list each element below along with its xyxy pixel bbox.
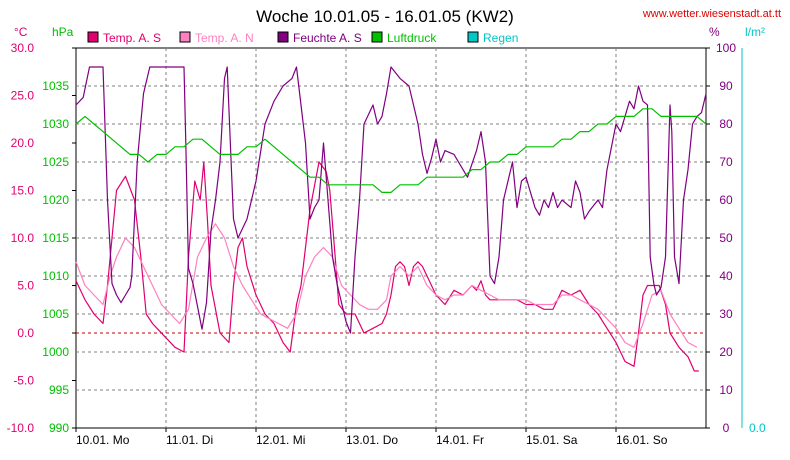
pressure-tick-label: 1005 [42, 307, 69, 321]
x-tick-label: 11.01. Di [166, 433, 213, 447]
legend-label: Luftdruck [387, 31, 437, 45]
legend-label: Temp. A. S [103, 31, 161, 45]
pressure-tick-label: 1000 [42, 345, 69, 359]
grid [76, 48, 706, 428]
humidity-tick-label: 30 [719, 307, 733, 321]
x-tick-label: 13.01. Do [346, 433, 398, 447]
series-line-temp-a-n [75, 223, 698, 348]
x-tick-label: 15.01. Sa [526, 433, 578, 447]
legend-label: Regen [483, 31, 518, 45]
temp-tick-label: -10.0 [7, 421, 35, 435]
pressure-tick-label: 1015 [42, 231, 69, 245]
temp-tick-label: 25.0 [11, 89, 35, 103]
pressure-tick-label: 1020 [42, 193, 69, 207]
humidity-unit-label: % [709, 25, 720, 39]
humidity-tick-label: 90 [719, 79, 733, 93]
pressure-tick-label: 1035 [42, 79, 69, 93]
x-tick-label: 12.01. Mi [256, 433, 305, 447]
legend-swatch [371, 31, 383, 43]
temp-tick-label: 20.0 [11, 136, 35, 150]
temp-tick-label: 30.0 [11, 41, 35, 55]
pressure-tick-label: 990 [49, 421, 69, 435]
rain-tick-label: 0.0 [749, 421, 766, 435]
legend-swatch [87, 31, 99, 43]
pressure-tick-label: 1025 [42, 155, 69, 169]
axis-units: °C hPa% l/m² [14, 25, 765, 39]
humidity-tick-label: 0 [723, 421, 730, 435]
legend: Temp. A. S Temp. A. N Feuchte A. S Luftdruc… [87, 31, 518, 45]
x-tick-label: 10.01. Mo [76, 433, 130, 447]
legend-swatch [277, 31, 289, 43]
temp-unit-label: °C [14, 25, 28, 39]
series-line-temp-a-s [75, 161, 699, 372]
chart-title: Woche 10.01.05 - 16.01.05 (KW2) [256, 7, 514, 26]
x-tick-label: 14.01. Fr [436, 433, 484, 447]
temp-tick-label: -5.0 [13, 374, 34, 388]
series-line-feuchte-a-s [75, 66, 707, 334]
temp-tick-label: 15.0 [11, 184, 35, 198]
humidity-tick-label: 10 [719, 383, 733, 397]
pressure-unit-label: hPa [52, 25, 74, 39]
rain-unit-label: l/m² [745, 25, 765, 39]
legend-label: Feuchte A. S [293, 31, 362, 45]
x-tick-label: 16.01. So [616, 433, 668, 447]
humidity-tick-label: 100 [716, 41, 736, 55]
pressure-tick-label: 995 [49, 383, 69, 397]
axis-ticks: 10.01. Mo 11.01. Di 12.01. Mi 13.01. Do 14.0… [7, 41, 766, 447]
temp-tick-label: 10.0 [11, 231, 35, 245]
humidity-tick-label: 50 [719, 231, 733, 245]
temp-tick-label: 0.0 [17, 326, 34, 340]
pressure-tick-label: 1030 [42, 117, 69, 131]
legend-label: Temp. A. N [195, 31, 254, 45]
series [75, 66, 707, 372]
humidity-tick-label: 60 [719, 193, 733, 207]
legend-swatch [179, 31, 191, 43]
series-line-luftdruck [75, 108, 707, 193]
legend-swatch [467, 31, 479, 43]
humidity-tick-label: 20 [719, 345, 733, 359]
humidity-tick-label: 80 [719, 117, 733, 131]
humidity-tick-label: 40 [719, 269, 733, 283]
site-url: www.wetter.wiesenstadt.at.tt [642, 8, 781, 20]
pressure-tick-label: 1010 [42, 269, 69, 283]
temp-tick-label: 5.0 [17, 279, 34, 293]
humidity-tick-label: 70 [719, 155, 733, 169]
